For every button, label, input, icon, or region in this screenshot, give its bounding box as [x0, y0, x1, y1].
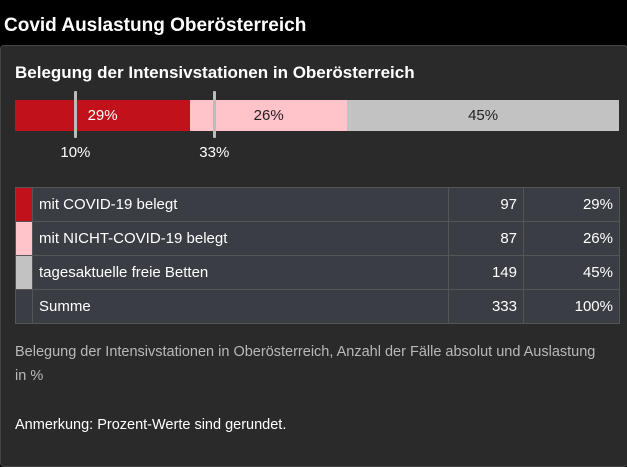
row-percent: 45%: [523, 255, 620, 290]
swatch: [15, 289, 33, 324]
row-percent: 100%: [523, 289, 620, 324]
swatch: [15, 255, 33, 290]
swatch: [15, 187, 33, 222]
bar-segment: 29%: [15, 100, 191, 131]
row-label: Summe: [32, 289, 449, 324]
widget: Covid Auslastung Oberösterreich Belegung…: [0, 15, 627, 467]
caption: Belegung der Intensivstationen in Oberös…: [15, 344, 596, 384]
bar-label: 45%: [468, 107, 499, 124]
swatch: [15, 221, 33, 256]
bar-segment: 26%: [190, 100, 348, 131]
row-percent: 29%: [523, 187, 620, 222]
row-count: 97: [448, 187, 524, 222]
table-row: mit NICHT-COVID-19 belegt 87 26%: [15, 221, 620, 256]
row-label: mit COVID-19 belegt: [32, 187, 449, 222]
marker-label: 10%: [60, 144, 91, 161]
table-row: tagesaktuelle freie Betten 149 45%: [15, 255, 620, 290]
marker: [212, 91, 216, 138]
bar-label: 26%: [253, 107, 284, 124]
header-title: Covid Auslastung Oberösterreich: [4, 15, 307, 36]
row-label: mit NICHT-COVID-19 belegt: [32, 221, 449, 256]
marker-label: 33%: [199, 144, 230, 161]
panel-title: Belegung der Intensivstationen in Oberös…: [15, 63, 415, 82]
note: Anmerkung: Prozent-Werte sind gerundet.: [15, 417, 287, 433]
row-count: 87: [448, 221, 524, 256]
bar-label: 29%: [87, 107, 118, 124]
table: mit COVID-19 belegt 97 29% mit NICHT-COVID-…: [15, 187, 620, 324]
marker: [73, 91, 77, 138]
row-label: tagesaktuelle freie Betten: [32, 255, 449, 290]
table-row: mit COVID-19 belegt 97 29%: [15, 187, 620, 222]
table-row: Summe 333 100%: [15, 289, 620, 324]
row-count: 333: [448, 289, 524, 324]
bar-segment: 45%: [347, 100, 619, 131]
row-count: 149: [448, 255, 524, 290]
row-percent: 26%: [523, 221, 620, 256]
